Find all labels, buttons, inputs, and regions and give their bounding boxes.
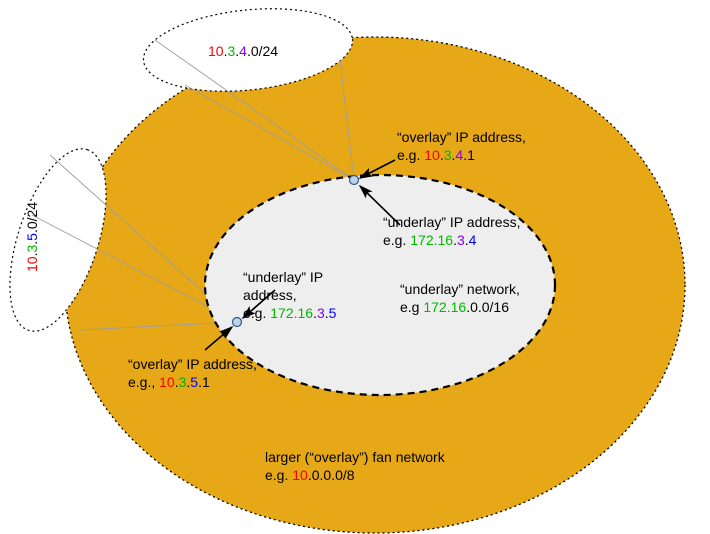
overlay-ip-left-label: “overlay” IP address,e.g., 10.3.5.1 [128, 355, 257, 391]
overlay-ip-top-label: “overlay” IP address,e.g. 10.3.4.1 [397, 128, 526, 164]
underlay-ip-top-label: “underlay” IP address,e.g. 172.16.3.4 [383, 213, 520, 249]
underlay-network-label: “underlay” network,e.g 172.16.0.0/16 [400, 280, 520, 316]
subnet-top-label: 10.3.4.0/24 [208, 42, 278, 60]
fan-network-label: larger (“overlay”) fan networke.g. 10.0.… [265, 448, 445, 484]
node-top [350, 176, 359, 185]
node-left [233, 318, 242, 327]
underlay-ip-left-label: “underlay” IPaddress,e.g. 172.16.3.5 [243, 268, 336, 323]
subnet-left-label: 10.3.5.0/24 [23, 202, 41, 272]
